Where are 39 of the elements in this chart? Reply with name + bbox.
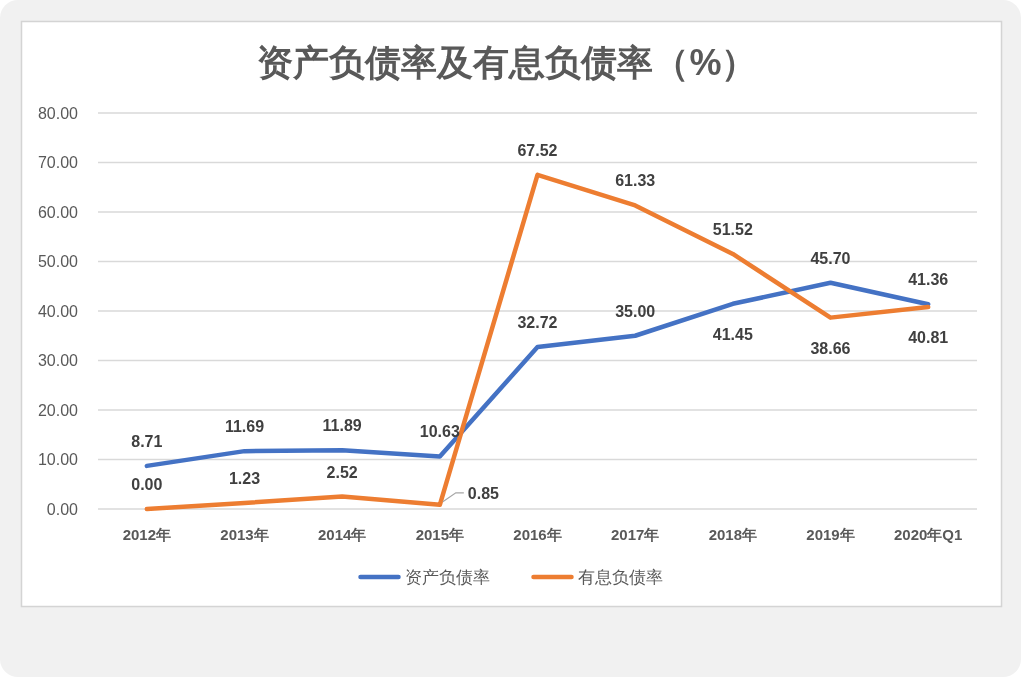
data-label: 8.71	[131, 432, 163, 450]
data-label: 51.52	[712, 221, 753, 238]
data-label: 11.89	[322, 417, 362, 435]
y-tick-label: 40.00	[37, 302, 79, 320]
legend-label: 有息负债率	[577, 568, 663, 587]
y-tick-label: 10.00	[37, 451, 79, 468]
x-tick-label: 2012年	[122, 526, 172, 543]
data-label: 32.72	[517, 314, 558, 332]
data-label: 2.52	[326, 463, 358, 481]
data-label: 41.45	[712, 325, 753, 343]
x-tick-label: 2017年	[610, 526, 660, 543]
y-tick-label: 60.00	[37, 203, 79, 221]
data-label: 10.63	[419, 423, 460, 441]
y-tick-label: 20.00	[37, 401, 79, 419]
x-tick-label: 2015年	[415, 526, 465, 543]
y-tick-label: 0.00	[46, 500, 79, 518]
title: 资产负债率及有息负债率（%）	[257, 42, 758, 83]
data-label: 38.66	[810, 339, 851, 357]
data-label: 0.00	[131, 476, 163, 493]
data-label: 40.81	[908, 329, 949, 346]
y-tick-label: 80.00	[37, 104, 79, 122]
x-tick-label: 2016年	[513, 526, 562, 543]
x-tick-label: 2019年	[806, 526, 855, 543]
data-label: 61.33	[615, 172, 656, 190]
data-label: 41.36	[908, 271, 949, 289]
y-tick-label: 50.00	[37, 253, 79, 270]
x-tick-label: 2014年	[317, 526, 367, 543]
x-tick-label: 2018年	[708, 526, 758, 543]
data-label: 0.85	[467, 484, 499, 502]
x-tick-label: 2013年	[220, 526, 269, 543]
y-tick-label: 70.00	[37, 154, 79, 171]
x-tick-label: 2020年Q1	[893, 526, 963, 543]
data-label: 35.00	[615, 302, 656, 320]
data-label: 11.69	[224, 418, 265, 436]
data-label: 1.23	[228, 469, 261, 487]
data-label: 67.52	[517, 141, 558, 159]
legend-label: 资产负债率	[404, 568, 490, 587]
data-label: 45.70	[810, 249, 851, 267]
y-tick-label: 30.00	[37, 352, 79, 369]
